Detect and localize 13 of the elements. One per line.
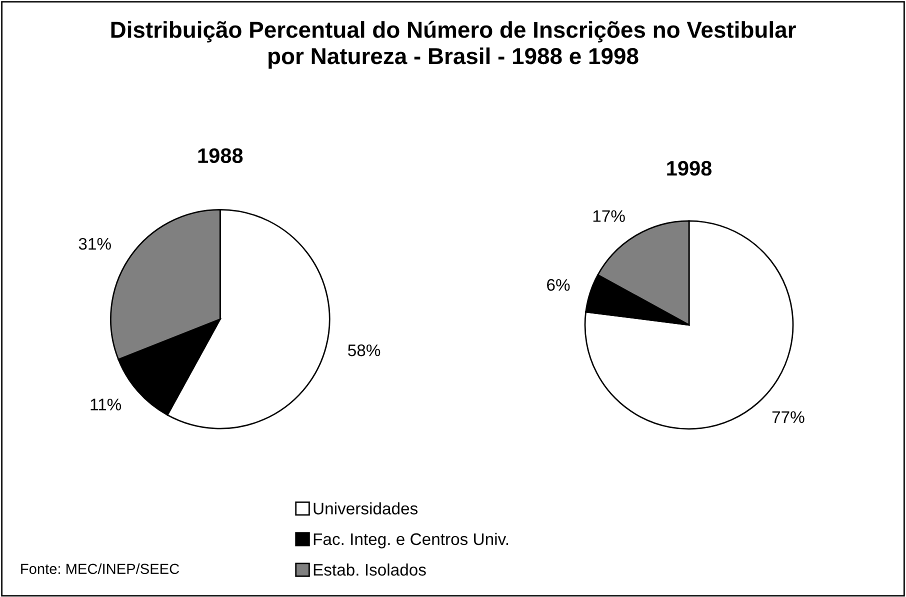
text: Distribuição Percentual do Número de Inscrições no Vestibular por Natureza - Brasil - 1988 e 1998: [111, 20, 796, 69]
data-label: 17%: [593, 210, 625, 222]
legend-label: Estab. Isolados: [314, 563, 426, 576]
source-note: Fonte: MEC/INEP/SEEC: [21, 563, 180, 574]
data-label: 6%: [547, 279, 570, 291]
data-label: 77%: [772, 411, 804, 423]
data-label: 11%: [90, 398, 122, 410]
chart-title: 1988: [198, 148, 243, 164]
chart-title: 1998: [667, 160, 712, 176]
data-label: 31%: [78, 238, 111, 250]
legend-label: Universidades: [314, 502, 418, 514]
data-label: 58%: [348, 344, 380, 356]
legend-label: Fac. Integ. e Centros Univ.: [314, 532, 508, 548]
